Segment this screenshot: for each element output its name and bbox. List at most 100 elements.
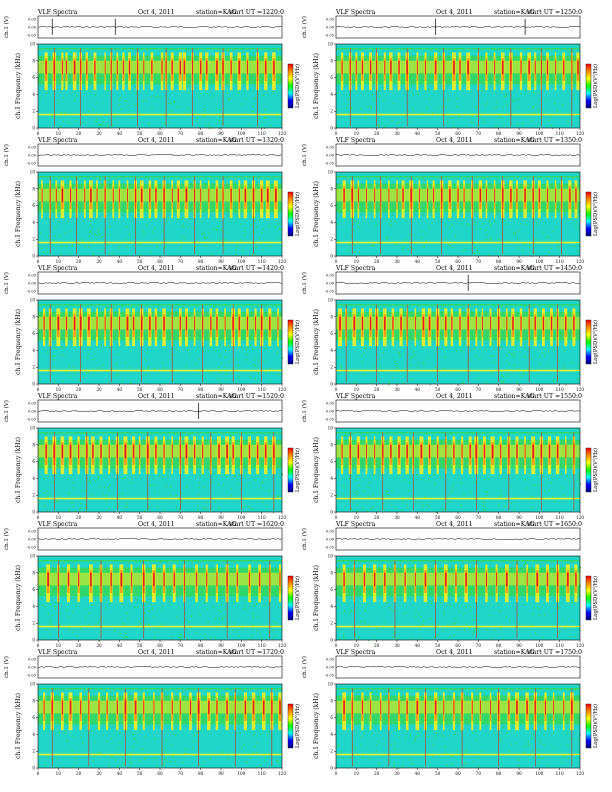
speckle: [517, 106, 520, 108]
ch-axis-label: ch.1 (V): [3, 400, 10, 422]
speckle: [83, 690, 86, 692]
speckle: [203, 108, 205, 110]
burst-red: [226, 444, 228, 459]
burst-red: [61, 700, 63, 715]
speckle: [363, 435, 366, 437]
ch-tick-label: 0.00: [28, 282, 37, 286]
burst-red: [171, 700, 173, 715]
speckle: [95, 103, 97, 105]
y-tick-label: 0: [330, 126, 333, 131]
ch-tick-label: -0.05: [27, 418, 37, 422]
speckle: [447, 624, 449, 627]
burst-red: [265, 444, 267, 459]
speckle: [111, 253, 113, 255]
x-tick-label: 0: [37, 131, 40, 136]
panel-station: station=KAG: [494, 521, 535, 528]
speckle: [343, 637, 345, 639]
speckle: [391, 377, 394, 379]
y-tick-label: 10: [30, 170, 36, 175]
speckle: [74, 757, 77, 760]
speckle: [255, 365, 257, 367]
burst-red: [238, 316, 240, 331]
speckle: [211, 254, 213, 256]
x-tick-label: 90: [516, 131, 522, 136]
speckle: [89, 481, 92, 483]
speckle: [176, 616, 178, 618]
timeseries-trace: [37, 281, 283, 285]
speckle: [253, 231, 255, 233]
speckle: [97, 622, 99, 624]
speckle: [261, 637, 263, 640]
low-freq-line: [336, 625, 580, 628]
speckle: [420, 231, 422, 233]
burst-red: [90, 188, 92, 203]
burst-red: [575, 188, 577, 203]
speckle: [96, 234, 98, 237]
y-tick-label: 6: [32, 587, 35, 592]
speckle: [356, 510, 359, 512]
burst-red: [279, 700, 281, 715]
speckle: [431, 222, 433, 225]
burst-red: [550, 316, 553, 331]
speckle: [558, 632, 560, 634]
speckle: [393, 763, 395, 765]
upper-band-line: [336, 560, 580, 562]
colorbar: [287, 319, 294, 365]
speckle: [156, 564, 158, 566]
speckle: [386, 490, 389, 493]
speckle: [138, 729, 141, 731]
burst-red: [491, 444, 494, 459]
speckle: [230, 435, 232, 437]
speckle: [543, 734, 545, 736]
speckle: [79, 510, 81, 512]
burst-red: [78, 444, 80, 459]
ch-tick-label: 0.00: [326, 410, 335, 414]
ch-axis-label: ch.1 (V): [301, 656, 308, 678]
speckle: [50, 115, 52, 117]
y-tick-label: 8: [32, 570, 35, 575]
burst-red: [532, 444, 535, 459]
speckle: [432, 744, 434, 747]
speckle: [164, 758, 166, 761]
speckle: [387, 87, 389, 90]
speckle: [360, 621, 362, 623]
speckle: [463, 494, 465, 496]
speckle: [163, 694, 165, 696]
upper-band-line: [38, 432, 282, 434]
speckle: [506, 360, 508, 362]
y-tick-label: 2: [32, 365, 35, 370]
speckle: [352, 745, 354, 747]
x-tick-label: 120: [576, 515, 584, 520]
low-freq-line: [38, 369, 282, 372]
speckle: [38, 764, 40, 766]
speckle: [402, 765, 404, 767]
speckle: [254, 378, 256, 380]
burst-red: [236, 572, 238, 587]
speckle: [100, 693, 103, 695]
speckle: [81, 724, 83, 726]
speckle: [474, 615, 477, 617]
speckle: [39, 339, 41, 342]
speckle: [346, 602, 348, 604]
speckle: [59, 235, 62, 237]
x-tick-label: 100: [535, 259, 543, 264]
speckle: [493, 361, 495, 363]
speckle: [391, 504, 393, 506]
speckle: [170, 486, 172, 488]
x-tick-label: 120: [576, 387, 584, 392]
speckle: [247, 346, 249, 348]
speckle: [428, 89, 430, 91]
speckle: [496, 180, 498, 182]
speckle: [498, 238, 501, 240]
speckle: [350, 597, 353, 599]
speckle: [275, 760, 278, 762]
speckle: [278, 373, 280, 376]
y-tick-label: 8: [330, 698, 333, 703]
speckle: [68, 616, 70, 618]
burst-red: [451, 316, 453, 331]
y-tick-label: 8: [330, 570, 333, 575]
upper-band-line: [38, 48, 282, 50]
spectrogram-area: [336, 172, 580, 257]
panel-date: Oct 4, 2011: [436, 9, 473, 16]
speckle: [547, 350, 550, 353]
